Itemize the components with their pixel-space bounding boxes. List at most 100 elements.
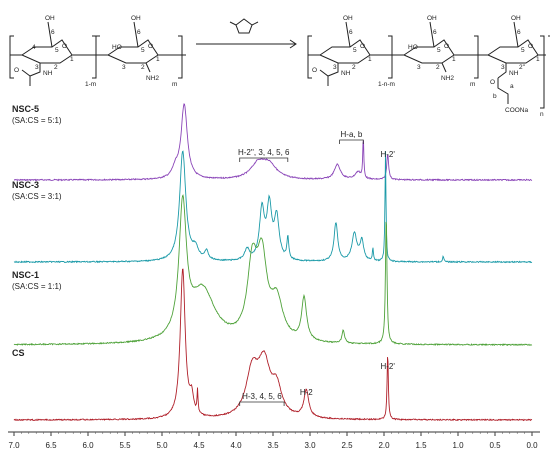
svg-text:5: 5 — [141, 47, 145, 54]
series-ratio-nsc-5: (SA:CS = 5:1) — [12, 116, 62, 125]
left-bracket-open-1 — [9, 35, 14, 79]
svg-text:HO: HO — [408, 44, 418, 51]
right-subscript-3: n — [540, 111, 544, 118]
annotation-label: H-2 — [300, 388, 313, 397]
series-label-cs: CS — [12, 348, 25, 358]
spectrum-nsc-5 — [13, 103, 533, 182]
spectrum-nsc-1 — [13, 194, 533, 347]
svg-text:O: O — [14, 67, 19, 74]
svg-text:1: 1 — [536, 56, 540, 63]
spectrum-nsc-3 — [13, 150, 533, 264]
annotation-bracket — [239, 157, 289, 162]
svg-text:1: 1 — [70, 56, 74, 63]
annotation-bracket — [239, 401, 285, 406]
series-label-nsc-3: NSC-3 — [12, 180, 39, 190]
svg-text:1: 1 — [368, 56, 372, 63]
svg-text:NH: NH — [341, 70, 351, 77]
svg-text:O: O — [312, 67, 317, 74]
right-ring-3 — [486, 39, 539, 64]
reaction-scheme — [9, 18, 550, 109]
svg-text:4: 4 — [32, 44, 36, 51]
svg-text:2: 2 — [436, 64, 440, 71]
svg-text:NH2: NH2 — [441, 75, 454, 82]
right-ring-2 — [402, 39, 455, 64]
svg-text:1: 1 — [156, 56, 160, 63]
coona-label: COONa — [505, 107, 529, 114]
x-tick-label: 1.0 — [452, 441, 464, 450]
svg-text:2'': 2'' — [519, 64, 525, 71]
left-subscript-1: 1-m — [85, 81, 96, 88]
svg-text:OH: OH — [131, 15, 141, 22]
oh-label-1: OH — [45, 15, 55, 22]
svg-text:O: O — [62, 43, 67, 50]
right-subscript-1: 1-n-m — [378, 81, 395, 88]
x-tick-label: 3.5 — [267, 441, 279, 450]
x-tick-label: 1.5 — [415, 441, 427, 450]
svg-text:3: 3 — [501, 64, 505, 71]
svg-text:O: O — [490, 79, 495, 86]
series-label-nsc-5: NSC-5 — [12, 104, 39, 114]
left-bracket-close-1 — [92, 35, 97, 79]
svg-text:6: 6 — [433, 29, 437, 36]
svg-text:O: O — [444, 43, 449, 50]
svg-text:OH: OH — [343, 15, 353, 22]
svg-text:OH: OH — [511, 15, 521, 22]
x-tick-label: 2.5 — [341, 441, 353, 450]
x-tick-label: 5.5 — [119, 441, 131, 450]
svg-text:2: 2 — [141, 64, 145, 71]
annotation-label: H-a, b — [341, 130, 363, 139]
nmr-spectra — [13, 103, 533, 422]
x-tick-label: 6.5 — [45, 441, 57, 450]
svg-text:6: 6 — [517, 29, 521, 36]
x-tick-label: 6.0 — [82, 441, 94, 450]
svg-text:3: 3 — [333, 64, 337, 71]
svg-text:b: b — [493, 93, 497, 100]
series-label-nsc-1: NSC-1 — [12, 270, 39, 280]
svg-text:NH: NH — [43, 70, 53, 77]
spectrum-cs — [13, 268, 533, 422]
svg-text:6: 6 — [137, 29, 141, 36]
peak-annotations: H-2'', 3, 4, 5, 6 H-a, b H-2' H-3, 4, 5, 6 H… — [238, 130, 395, 406]
series-ratio-nsc-3: (SA:CS = 3:1) — [12, 192, 62, 201]
svg-text:OH: OH — [427, 15, 437, 22]
x-tick-label: 5.0 — [156, 441, 168, 450]
x-tick-label: 3.0 — [304, 441, 316, 450]
x-tick-label: 4.0 — [230, 441, 242, 450]
left-ring-2 — [106, 39, 159, 64]
scheme-text: OH 6 4 5 O 1 3 2 NH O 1-m OH 6 HO 5 O 1 … — [14, 15, 544, 118]
left-ring-1 — [20, 39, 73, 64]
svg-text:1: 1 — [452, 56, 456, 63]
series-ratio-nsc-1: (SA:CS = 1:1) — [12, 282, 62, 291]
svg-text:O: O — [528, 43, 533, 50]
svg-text:HO: HO — [112, 44, 122, 51]
svg-text:5: 5 — [353, 47, 357, 54]
annotation-label: H-3, 4, 5, 6 — [242, 392, 282, 401]
svg-text:6: 6 — [349, 29, 353, 36]
svg-text:a: a — [510, 83, 514, 90]
anhydride-ring — [235, 18, 253, 34]
x-axis: 7.0 6.5 6.0 5.5 5.0 4.5 4.0 3.5 3.0 2.5 2.0 1.5 1.0 0… — [8, 431, 540, 450]
annotation-label: H-2'', 3, 4, 5, 6 — [238, 148, 290, 157]
svg-text:O: O — [148, 43, 153, 50]
svg-text:3: 3 — [122, 64, 126, 71]
svg-text:2: 2 — [352, 64, 356, 71]
x-ticks: 7.0 6.5 6.0 5.5 5.0 4.5 4.0 3.5 3.0 2.5 2.0 1.5 1.0 0… — [8, 432, 538, 450]
left-subscript-2: m — [172, 81, 177, 88]
annotation-label: H-2' — [380, 362, 395, 371]
right-ring-1 — [318, 39, 371, 64]
series-labels: NSC-5 (SA:CS = 5:1) NSC-3 (SA:CS = 3:1) NSC-… — [12, 104, 62, 358]
x-tick-label: 4.5 — [193, 441, 205, 450]
x-tick-label: 2.0 — [378, 441, 390, 450]
right-subscript-2: m — [470, 81, 475, 88]
svg-text:O: O — [360, 43, 365, 50]
annotation-bracket — [339, 139, 364, 144]
svg-text:5: 5 — [521, 47, 525, 54]
annotation-label: H-2' — [380, 150, 395, 159]
x-tick-label: 0.5 — [489, 441, 501, 450]
ring-num-6: 6 — [51, 29, 55, 36]
svg-text:5: 5 — [55, 47, 59, 54]
svg-text:5: 5 — [437, 47, 441, 54]
svg-text:3: 3 — [35, 64, 39, 71]
svg-text:NH: NH — [509, 70, 519, 77]
